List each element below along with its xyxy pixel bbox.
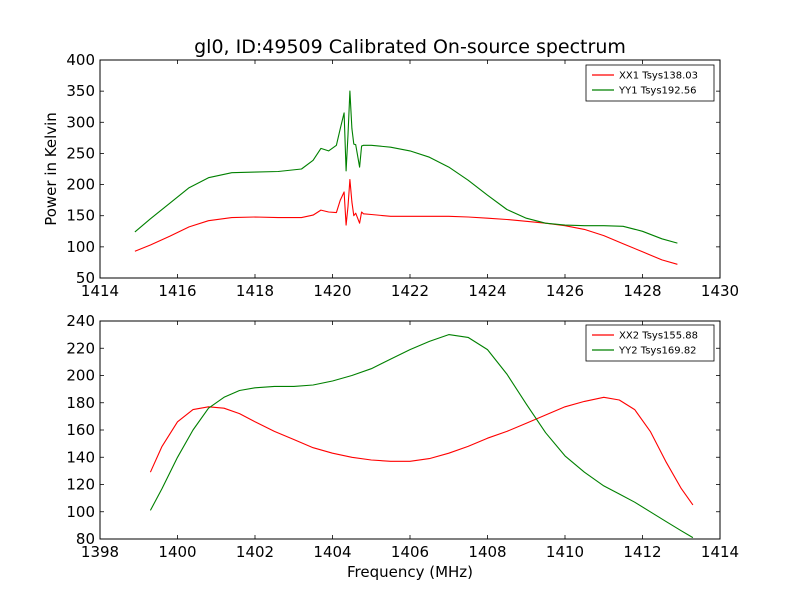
x-tick-label: 1428 [623,282,661,300]
legend-label: XX1 Tsys138.03 [619,71,698,82]
y-tick-label: 100 [66,503,95,521]
legend: XX1 Tsys138.03 YY1 Tsys192.56 [585,64,715,102]
x-tick-label: 1412 [623,543,661,561]
y-tick-label: 80 [76,530,95,548]
x-tick-label: 1406 [391,543,429,561]
y-tick-label: 250 [66,144,95,162]
y-axis-label: Power in Kelvin [42,112,60,226]
legend: XX2 Tsys155.88 YY2 Tsys169.82 [585,324,715,362]
y-tick-label: 180 [66,394,95,412]
x-tick-label: 1400 [158,543,196,561]
y-tick-label: 220 [66,339,95,357]
y-tick-label: 200 [66,176,95,194]
x-tick-label: 1426 [546,282,584,300]
legend-label: YY2 Tsys169.82 [618,346,697,357]
y-tick-label: 240 [66,312,95,330]
x-tick-label: 1398 [81,543,119,561]
x-tick-label: 1430 [701,282,739,300]
y-tick-label: 150 [66,207,95,225]
chart-title: gl0, ID:49509 Calibrated On-source spect… [194,36,626,58]
x-tick-label: 1422 [391,282,429,300]
axes-frame [99,320,721,540]
series-line-xx [149,396,694,506]
x-tick-label: 1410 [546,543,584,561]
x-tick-label: 1404 [313,543,351,561]
y-tick-label: 400 [66,51,95,69]
legend-box [585,324,715,362]
x-tick-label: 1418 [236,282,274,300]
x-tick-label: 1424 [468,282,506,300]
series-line-yy [149,334,694,539]
y-tick-label: 120 [66,476,95,494]
x-tick-label: 1420 [313,282,351,300]
y-tick-label: 50 [76,269,95,287]
series-line-yy [134,90,678,244]
y-tick-label: 350 [66,82,95,100]
y-tick-label: 300 [66,113,95,131]
axes-frame [99,59,721,279]
x-tick-label: 1408 [468,543,506,561]
legend-label: YY1 Tsys192.56 [618,86,697,97]
legend-box [585,64,715,102]
legend-label: XX2 Tsys155.88 [619,331,698,342]
x-tick-label: 1414 [81,282,119,300]
y-tick-label: 140 [66,448,95,466]
x-tick-label: 1416 [158,282,196,300]
y-tick-label: 200 [66,367,95,385]
x-tick-label: 1414 [701,543,739,561]
y-tick-label: 100 [66,238,95,256]
top-plot: 1414 1416 1418 1420 1422 1424 1426 1428 1430 50 10… [42,51,739,300]
y-tick-label: 160 [66,421,95,439]
x-tick-label: 1402 [236,543,274,561]
x-axis-label: Frequency (MHz) [347,563,473,581]
bottom-plot: 1398 1400 1402 1404 1406 1408 1410 1412 1414 80 10… [66,312,739,581]
